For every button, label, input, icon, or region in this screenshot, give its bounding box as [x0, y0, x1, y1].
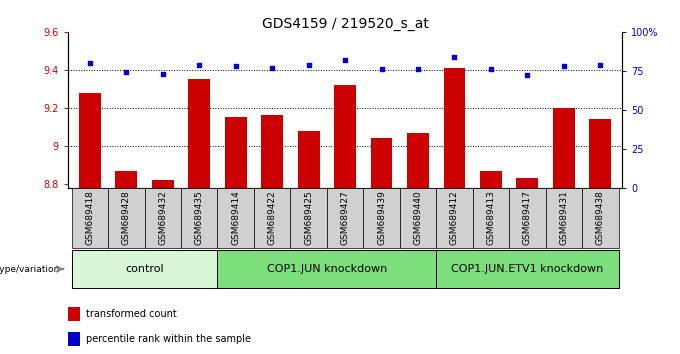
Text: GSM689413: GSM689413: [486, 190, 496, 245]
Point: [84, 60, 95, 66]
Bar: [298, 131, 320, 188]
Bar: [71, 188, 108, 248]
Bar: [181, 188, 218, 248]
Point: [376, 67, 387, 72]
Point: [194, 62, 205, 67]
Bar: [152, 180, 173, 188]
Bar: [68, 332, 80, 346]
Point: [449, 54, 460, 59]
Text: percentile rank within the sample: percentile rank within the sample: [86, 333, 251, 344]
Bar: [334, 85, 356, 188]
Text: genotype/variation: genotype/variation: [0, 264, 60, 274]
Text: GSM689427: GSM689427: [341, 190, 350, 245]
Bar: [254, 188, 290, 248]
Point: [413, 67, 424, 72]
Point: [522, 73, 533, 78]
Point: [231, 63, 241, 69]
Text: COP1.JUN.ETV1 knockdown: COP1.JUN.ETV1 knockdown: [452, 264, 604, 274]
Bar: [407, 132, 429, 188]
Point: [157, 71, 168, 77]
Point: [558, 63, 569, 69]
Bar: [327, 188, 363, 248]
Bar: [443, 68, 465, 188]
Point: [121, 69, 132, 75]
Bar: [79, 93, 101, 188]
Bar: [553, 108, 575, 188]
Point: [595, 62, 606, 67]
Point: [340, 57, 351, 63]
Bar: [68, 307, 80, 321]
Text: GSM689418: GSM689418: [86, 190, 95, 245]
Bar: [116, 171, 137, 188]
Title: GDS4159 / 219520_s_at: GDS4159 / 219520_s_at: [262, 17, 428, 31]
Text: GSM689431: GSM689431: [560, 190, 568, 245]
Bar: [545, 188, 582, 248]
Point: [486, 67, 496, 72]
Bar: [218, 188, 254, 248]
Text: GSM689432: GSM689432: [158, 190, 167, 245]
Bar: [108, 188, 145, 248]
Bar: [145, 188, 181, 248]
Bar: [71, 250, 218, 288]
Bar: [225, 117, 247, 188]
Bar: [371, 138, 392, 188]
Bar: [363, 188, 400, 248]
Text: GSM689412: GSM689412: [450, 190, 459, 245]
Text: GSM689417: GSM689417: [523, 190, 532, 245]
Bar: [218, 250, 437, 288]
Bar: [188, 79, 210, 188]
Text: GSM689428: GSM689428: [122, 190, 131, 245]
Text: GSM689422: GSM689422: [268, 190, 277, 245]
Bar: [437, 188, 473, 248]
Text: GSM689414: GSM689414: [231, 190, 240, 245]
Text: GSM689425: GSM689425: [304, 190, 313, 245]
Bar: [480, 171, 502, 188]
Bar: [509, 188, 545, 248]
Bar: [582, 188, 619, 248]
Bar: [437, 250, 619, 288]
Text: GSM689440: GSM689440: [413, 190, 422, 245]
Bar: [473, 188, 509, 248]
Text: transformed count: transformed count: [86, 309, 177, 319]
Text: GSM689438: GSM689438: [596, 190, 605, 245]
Text: GSM689435: GSM689435: [194, 190, 204, 245]
Bar: [590, 119, 611, 188]
Bar: [517, 178, 539, 188]
Point: [267, 65, 277, 70]
Bar: [290, 188, 327, 248]
Point: [303, 62, 314, 67]
Text: COP1.JUN knockdown: COP1.JUN knockdown: [267, 264, 387, 274]
Bar: [400, 188, 437, 248]
Text: GSM689439: GSM689439: [377, 190, 386, 245]
Text: control: control: [125, 264, 164, 274]
Bar: [261, 115, 283, 188]
